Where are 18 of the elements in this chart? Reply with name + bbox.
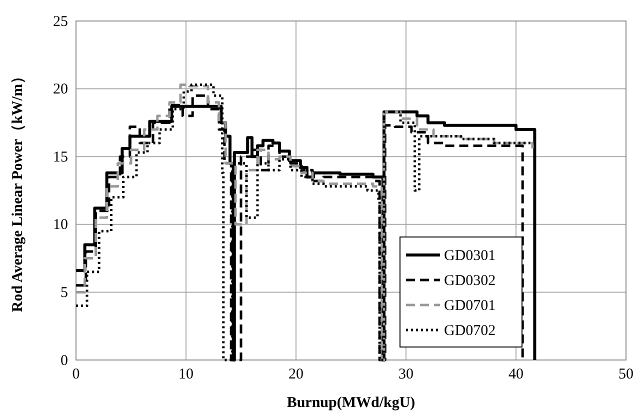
x-tick-label: 30 (398, 366, 414, 383)
x-tick-label: 0 (72, 366, 80, 383)
y-tick-label: 15 (53, 149, 68, 166)
legend-label: GD0302 (444, 273, 496, 289)
y-axis-title: Rod Average Linear Power（kW/m） (10, 68, 26, 312)
y-tick-label: 25 (53, 14, 68, 30)
y-tick-label: 5 (60, 285, 68, 301)
y-tick-label: 20 (53, 82, 68, 98)
x-tick-label: 50 (618, 366, 634, 383)
x-tick-label: 40 (508, 366, 524, 383)
legend-label: GD0301 (444, 248, 496, 264)
y-tick-label: 10 (53, 217, 68, 234)
legend-label: GD0701 (444, 298, 496, 314)
x-tick-label: 10 (178, 366, 194, 383)
y-tick-label: 0 (60, 352, 68, 369)
x-axis-title: Burnup(MWd/kgU) (286, 395, 416, 411)
x-tick-label: 20 (288, 366, 304, 383)
legend-label: GD0702 (444, 323, 496, 339)
